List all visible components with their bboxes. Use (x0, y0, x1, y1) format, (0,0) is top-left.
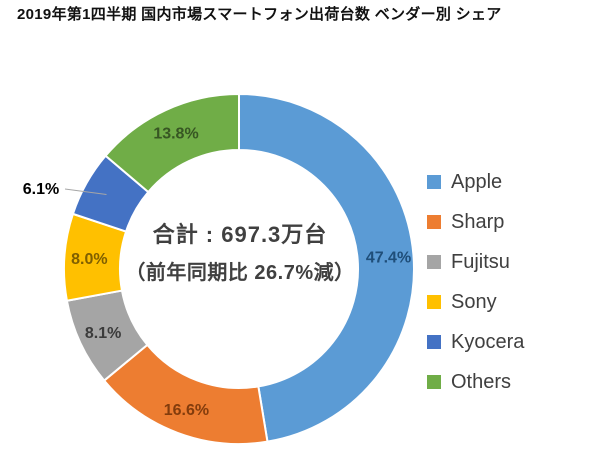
legend-swatch-sony (427, 295, 441, 309)
donut-slice-others (104, 93, 240, 193)
slice-label-others: 13.8% (153, 125, 198, 142)
legend-swatch-apple (427, 175, 441, 189)
legend-item-sony: Sony (427, 282, 524, 322)
leader-line-kyocera (64, 188, 107, 195)
chart-title: 2019年第1四半期 国内市場スマートフォン出荷台数 ベンダー別 シェア (17, 6, 502, 23)
legend-label-fujitsu: Fujitsu (451, 250, 510, 273)
legend-label-sharp: Sharp (451, 210, 505, 233)
legend-swatch-fujitsu (427, 255, 441, 269)
slice-label-sony: 8.0% (71, 251, 107, 268)
slice-label-fujitsu: 8.1% (85, 325, 121, 342)
legend-swatch-sharp (427, 215, 441, 229)
slice-label-apple: 47.4% (366, 249, 411, 266)
legend-swatch-kyocera (427, 335, 441, 349)
slice-label-kyocera: 6.1% (23, 181, 59, 198)
legend-swatch-others (427, 375, 441, 389)
legend-item-apple: Apple (427, 162, 524, 202)
legend-label-sony: Sony (451, 290, 497, 313)
donut-slice-apple (238, 93, 415, 443)
legend-label-others: Others (451, 370, 512, 393)
slice-label-sharp: 16.6% (164, 402, 209, 419)
legend-item-kyocera: Kyocera (427, 322, 524, 362)
legend-label-kyocera: Kyocera (451, 330, 525, 353)
legend-item-fujitsu: Fujitsu (427, 242, 524, 282)
legend-item-others: Others (427, 362, 524, 402)
legend: Apple Sharp Fujitsu Sony Kyocera Others (427, 162, 524, 402)
legend-label-apple: Apple (451, 170, 503, 193)
legend-item-sharp: Sharp (427, 202, 524, 242)
